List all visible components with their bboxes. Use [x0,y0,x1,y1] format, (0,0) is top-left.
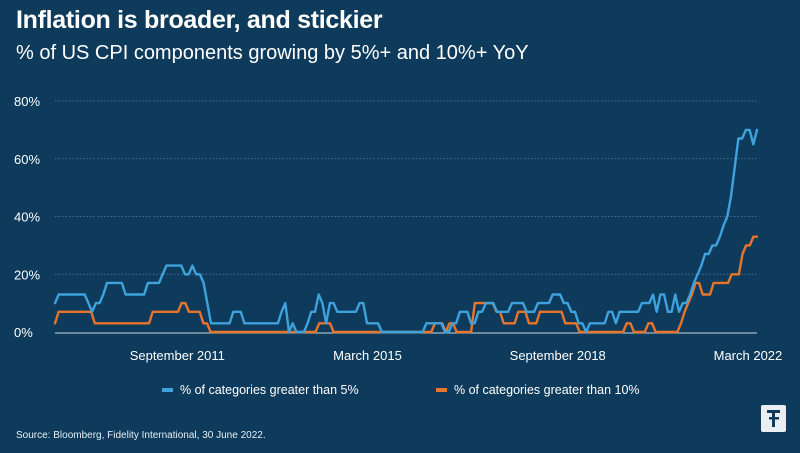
y-tick-label: 0% [14,325,33,340]
legend-label-10pct: % of categories greater than 10% [454,383,640,397]
source-note: Source: Bloomberg, Fidelity Internationa… [16,430,266,441]
y-tick-label: 80% [14,94,40,109]
y-tick-label: 60% [14,152,40,167]
y-tick-label: 20% [14,267,40,282]
legend-label-5pct: % of categories greater than 5% [180,383,359,397]
chart-subtitle: % of US CPI components growing by 5%+ an… [16,42,529,64]
x-tick-label: September 2018 [510,348,606,363]
x-tick-label: September 2011 [130,348,225,363]
x-tick-label: March 2022 [714,348,783,363]
legend-swatch-10pct [436,388,447,392]
fidelity-logo-icon [761,405,786,432]
series-line-10pct [53,235,759,334]
series-line-5pct [53,128,759,334]
y-tick-label: 40% [14,210,40,225]
legend: % of categories greater than 5% % of cat… [0,383,800,403]
x-tick-label: March 2015 [333,348,402,363]
legend-item-5pct: % of categories greater than 5% [162,383,359,397]
fidelity-logo-mark [767,410,780,427]
chart-title: Inflation is broader, and stickier [16,6,383,34]
legend-item-10pct: % of categories greater than 10% [436,383,640,397]
legend-swatch-5pct [162,388,173,392]
